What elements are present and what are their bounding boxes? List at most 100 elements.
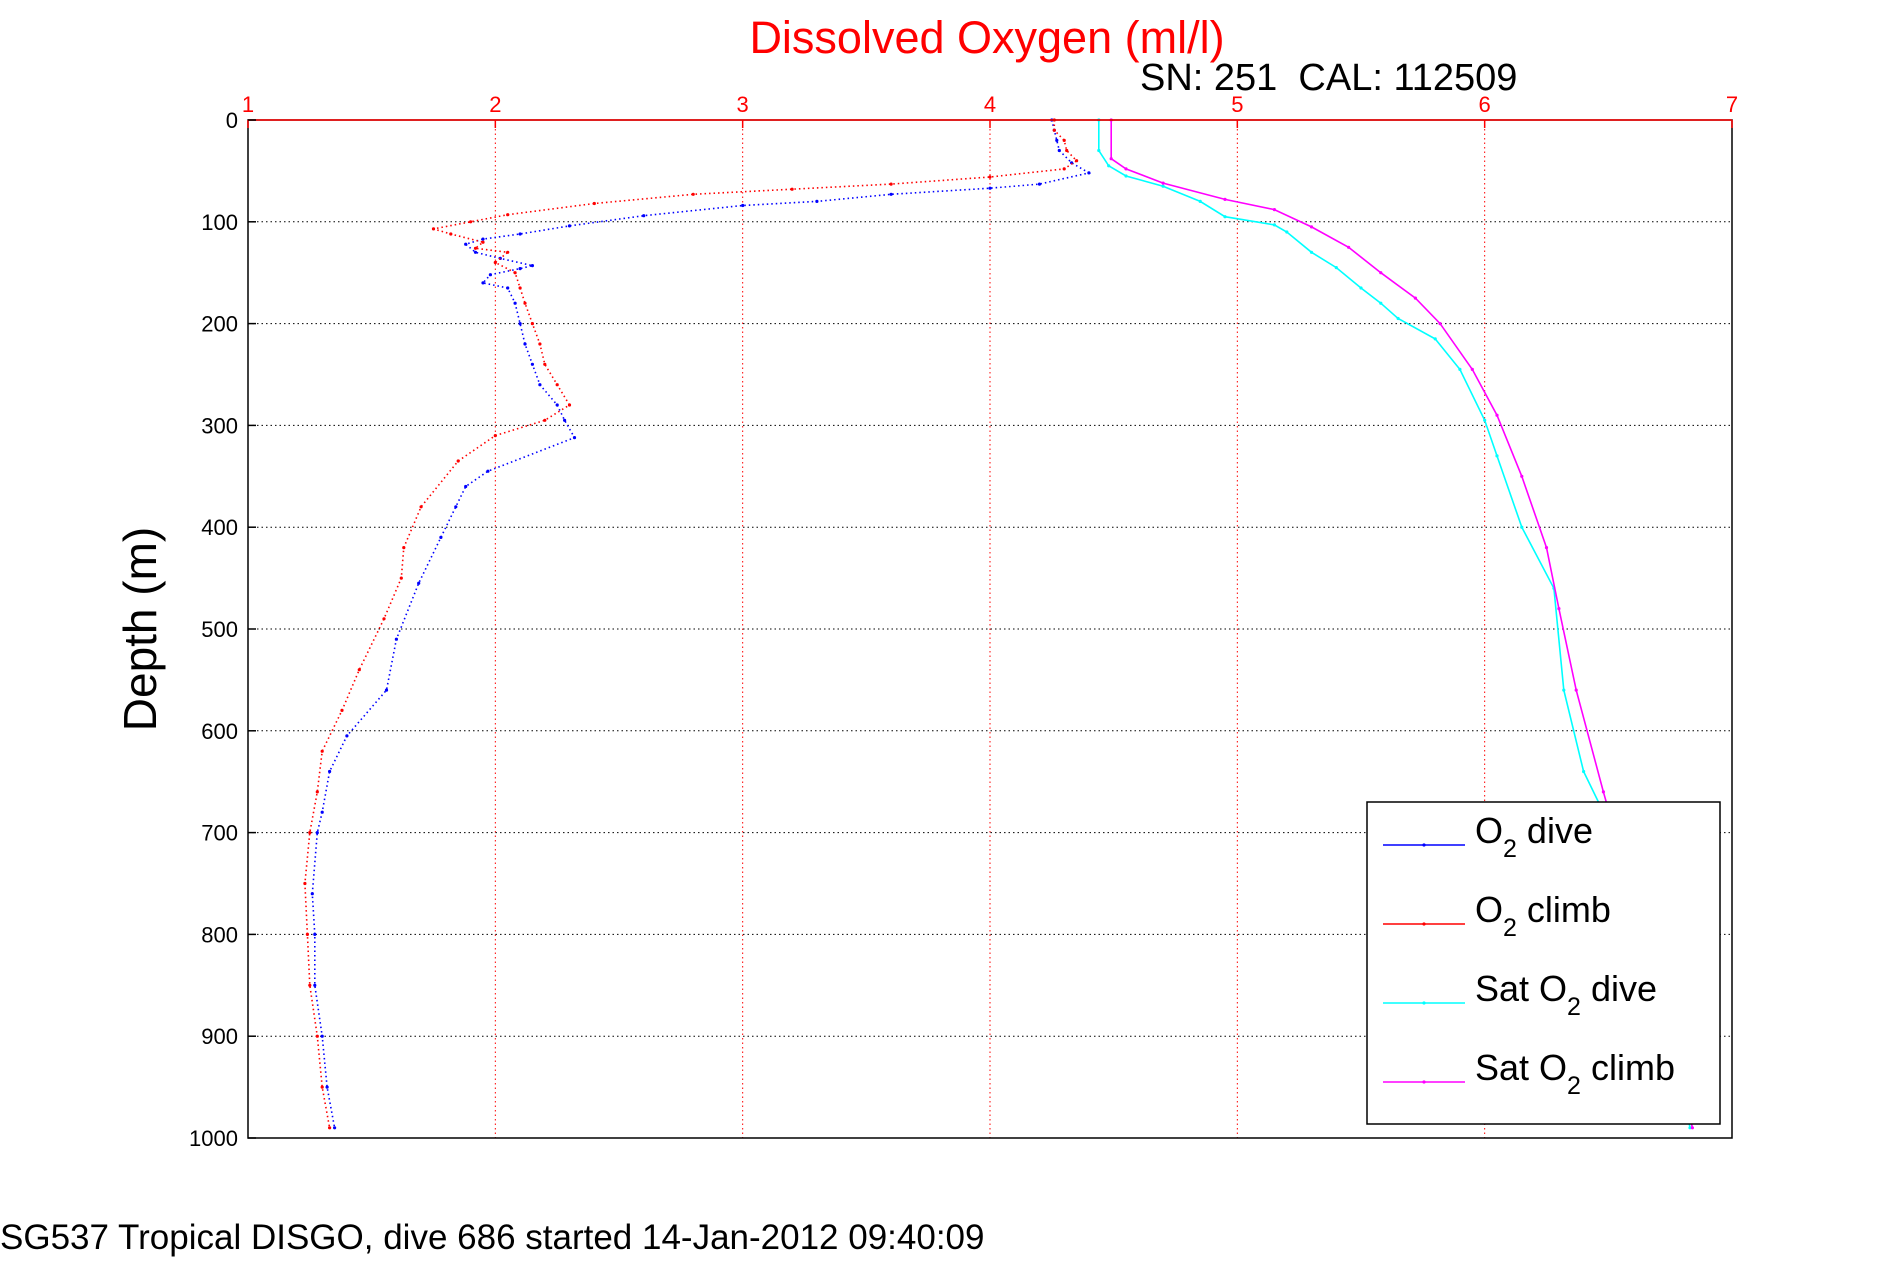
data-point-o2-climb [1075, 159, 1079, 163]
data-point-o2-dive [642, 214, 646, 218]
data-point-sat-o2-dive [1688, 1126, 1692, 1130]
data-point-sat-o2-climb [1309, 225, 1314, 229]
data-point-o2-climb [315, 790, 319, 794]
legend-box [1366, 801, 1721, 1125]
legend: O2 dive O2 climb Sat O2 dive Sat O2 climb [1366, 801, 1721, 1125]
data-point-o2-dive [417, 581, 421, 585]
data-point-o2-dive [464, 484, 468, 489]
legend-label-sat-o2-dive: Sat O2 dive [1475, 968, 1657, 1021]
data-point-sat-o2-climb [1601, 790, 1605, 794]
data-point-o2-dive [439, 535, 443, 540]
data-point-o2-climb [1052, 128, 1056, 132]
data-point-o2-dive [1037, 182, 1042, 186]
data-point-o2-climb [592, 201, 596, 206]
data-point-o2-dive [518, 232, 522, 236]
chart-subtitle: SN: 251 CAL: 112509 [1140, 57, 1517, 99]
y-tick-label: 200 [201, 312, 238, 337]
data-point-o2-climb [456, 459, 460, 463]
data-point-o2-dive [486, 469, 490, 473]
data-point-o2-dive [889, 192, 893, 196]
grid [248, 120, 1732, 1138]
data-point-o2-climb [303, 881, 307, 886]
data-point-o2-climb [543, 362, 547, 366]
data-point-sat-o2-dive [1161, 184, 1165, 188]
data-point-sat-o2-dive [1520, 525, 1524, 529]
data-point-o2-climb [513, 271, 517, 275]
data-point-sat-o2-climb [1520, 474, 1524, 478]
data-point-sat-o2-dive [1097, 148, 1101, 153]
data-point-o2-climb [555, 383, 559, 387]
data-point-o2-dive [454, 505, 458, 509]
y-tick-label: 100 [201, 210, 238, 235]
data-point-o2-dive [310, 892, 314, 896]
data-point-sat-o2-climb [1557, 607, 1561, 611]
x-tick-label: 6 [1479, 92, 1491, 117]
data-point-sat-o2-climb [1495, 413, 1499, 417]
data-point-o2-dive [320, 1034, 324, 1038]
data-point-o2-dive [530, 264, 535, 268]
legend-label-o2-climb: O2 climb [1475, 889, 1611, 942]
data-point-o2-climb [493, 260, 497, 265]
data-point-sat-o2-climb [1690, 1126, 1694, 1130]
data-point-o2-climb [543, 418, 547, 422]
data-point-o2-climb [308, 983, 312, 987]
data-point-sat-o2-dive [1285, 230, 1289, 234]
y-tick-label: 900 [201, 1024, 238, 1049]
data-point-o2-dive [506, 286, 510, 290]
legend-marker-o2-climb [1422, 922, 1426, 926]
data-point-sat-o2-dive [1124, 174, 1128, 178]
data-point-o2-dive [530, 362, 535, 366]
data-point-o2-dive [567, 224, 572, 228]
data-point-o2-climb [1065, 148, 1069, 153]
data-point-o2-dive [481, 281, 485, 285]
data-point-o2-dive [523, 342, 527, 346]
data-point-o2-dive [741, 203, 745, 208]
data-point-o2-climb [449, 232, 453, 236]
data-point-o2-dive [313, 983, 317, 987]
data-point-o2-climb [320, 749, 324, 753]
x-tick-label: 7 [1726, 92, 1738, 117]
data-point-sat-o2-climb [1438, 322, 1442, 326]
data-point-o2-climb [469, 220, 473, 224]
y-tick-label: 700 [201, 821, 238, 846]
data-point-sat-o2-dive [1198, 199, 1202, 203]
data-point-o2-dive [488, 273, 492, 277]
data-point-sat-o2-dive [1107, 164, 1111, 168]
data-point-o2-climb [691, 192, 695, 196]
data-point-o2-dive [563, 418, 567, 422]
data-point-sat-o2-dive [1272, 223, 1276, 227]
x-ticks: 1 2 3 4 5 6 7 [242, 92, 1738, 128]
data-point-o2-climb [402, 546, 406, 550]
chart-title: Dissolved Oxygen (ml/l) [749, 12, 1224, 63]
data-point-sat-o2-dive [1458, 367, 1462, 371]
legend-marker-sat-o2-dive [1422, 1001, 1426, 1005]
data-point-o2-dive [313, 932, 317, 937]
data-point-o2-climb [320, 1085, 324, 1089]
data-point-o2-climb [308, 831, 312, 835]
data-point-o2-dive [473, 250, 478, 254]
data-point-o2-climb [523, 301, 527, 305]
data-point-o2-dive [1087, 171, 1091, 175]
data-point-sat-o2-dive [1223, 215, 1227, 219]
data-point-o2-climb [399, 576, 403, 580]
data-point-sat-o2-dive [1562, 688, 1566, 692]
y-tick-label: 300 [201, 413, 238, 438]
data-point-o2-climb [988, 175, 992, 179]
data-point-o2-dive [320, 810, 324, 814]
x-tick-label: 5 [1231, 92, 1243, 117]
x-tick-label: 4 [984, 92, 996, 117]
data-point-sat-o2-climb [1109, 157, 1113, 161]
data-point-o2-dive [345, 734, 349, 738]
data-point-sat-o2-climb [1379, 271, 1383, 275]
data-point-o2-dive [464, 242, 468, 246]
y-tick-label: 0 [226, 108, 238, 133]
data-point-o2-climb [382, 617, 386, 621]
data-point-o2-climb [473, 246, 478, 250]
data-point-o2-climb [538, 342, 542, 346]
series-line-o2-climb [304, 120, 1078, 1128]
data-point-o2-dive [328, 769, 332, 774]
data-point-o2-climb [431, 227, 436, 231]
data-point-o2-climb [530, 322, 535, 326]
data-point-sat-o2-climb [1124, 167, 1128, 171]
dive-info-footer: SG537 Tropical DISGO, dive 686 started 1… [0, 1218, 985, 1257]
